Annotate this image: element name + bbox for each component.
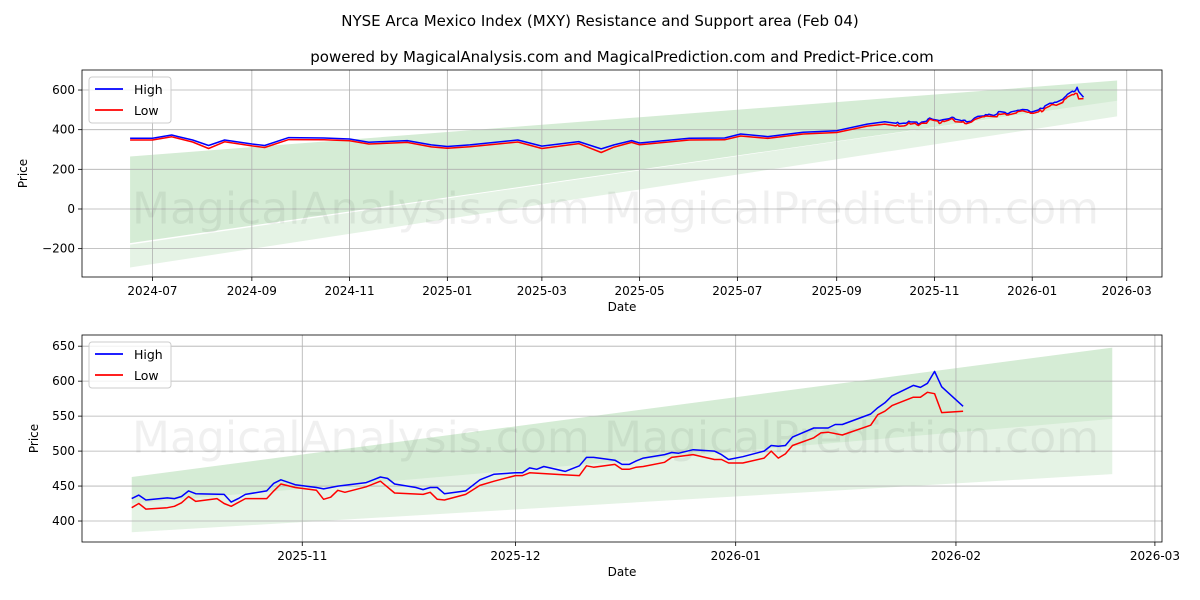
y-tick-label: 0 bbox=[67, 202, 75, 216]
y-axis-label: Price bbox=[16, 159, 30, 188]
watermark: MagicalPrediction.com bbox=[604, 184, 1099, 235]
x-tick-label: 2025-05 bbox=[615, 284, 665, 298]
x-tick-label: 2026-02 bbox=[931, 549, 981, 563]
series-line-high bbox=[130, 86, 1085, 150]
y-tick-label: 500 bbox=[52, 444, 75, 458]
y-tick-label: 450 bbox=[52, 479, 75, 493]
bottom-chart: 2025-11 2025-12 2026-01 2026-02 2026-03 400 45… bbox=[27, 334, 1180, 579]
watermark: MagicalAnalysis.com bbox=[132, 184, 590, 235]
x-tick-label: 2026-03 bbox=[1130, 549, 1180, 563]
y-tick-label: 650 bbox=[52, 339, 75, 353]
y-tick-label: 600 bbox=[52, 83, 75, 97]
x-tick-label: 2025-03 bbox=[517, 284, 567, 298]
watermark: MagicalAnalysis.com bbox=[132, 413, 590, 464]
series-line-low bbox=[131, 391, 964, 510]
legend-label-high: High bbox=[134, 82, 163, 97]
support-band bbox=[130, 100, 1118, 268]
x-tick-label: 2024-07 bbox=[127, 284, 177, 298]
x-axis-label: Date bbox=[608, 565, 637, 579]
legend-label-low: Low bbox=[134, 103, 159, 118]
chart-subtitle: powered by MagicalAnalysis.com and Magic… bbox=[310, 48, 934, 66]
x-tick-label: 2026-01 bbox=[1007, 284, 1057, 298]
x-tick-label: 2025-09 bbox=[812, 284, 862, 298]
x-tick-label: 2024-09 bbox=[227, 284, 277, 298]
legend-label-high: High bbox=[134, 347, 163, 362]
x-tick-label: 2026-01 bbox=[711, 549, 761, 563]
legend: High Low bbox=[88, 341, 172, 389]
x-tick-label: 2025-01 bbox=[422, 284, 472, 298]
top-chart: 2024-07 2024-09 2024-11 2025-01 2025-03 2025-… bbox=[16, 69, 1163, 314]
legend: High Low bbox=[88, 76, 172, 124]
x-tick-label: 2025-11 bbox=[277, 549, 327, 563]
y-tick-label: 400 bbox=[52, 123, 75, 137]
y-tick-label: −200 bbox=[42, 242, 75, 256]
y-axis-label: Price bbox=[27, 424, 41, 453]
y-tick-label: 200 bbox=[52, 162, 75, 176]
axes-frame bbox=[81, 334, 1163, 543]
chart-title: NYSE Arca Mexico Index (MXY) Resistance … bbox=[341, 12, 859, 30]
x-tick-label: 2025-07 bbox=[712, 284, 762, 298]
y-tick-label: 400 bbox=[52, 514, 75, 528]
x-tick-label: 2026-03 bbox=[1102, 284, 1152, 298]
x-tick-label: 2025-11 bbox=[909, 284, 959, 298]
resistance-band bbox=[131, 347, 1113, 504]
axes-frame bbox=[81, 69, 1163, 278]
x-tick-label: 2025-12 bbox=[490, 549, 540, 563]
x-axis-label: Date bbox=[608, 300, 637, 314]
series-line-low bbox=[130, 92, 1084, 154]
x-tick-label: 2024-11 bbox=[325, 284, 375, 298]
legend-label-low: Low bbox=[134, 368, 159, 383]
support-band bbox=[131, 418, 1113, 533]
y-tick-label: 600 bbox=[52, 374, 75, 388]
series-line-high bbox=[131, 370, 964, 503]
y-tick-label: 550 bbox=[52, 409, 75, 423]
resistance-band bbox=[130, 80, 1118, 244]
